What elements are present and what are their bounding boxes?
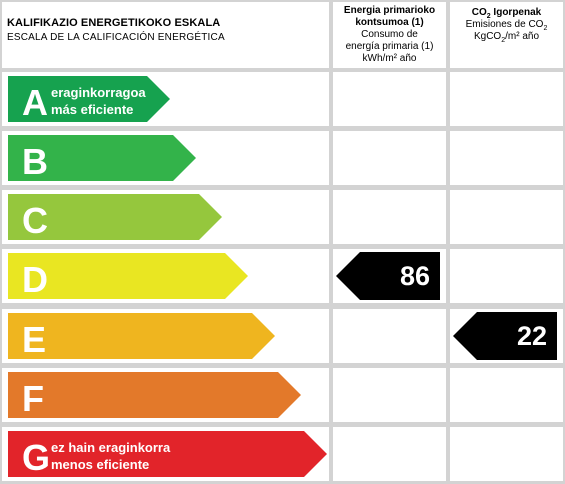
emissions-value: 22	[516, 321, 547, 351]
rating-caption-es: menos eficiente	[51, 457, 150, 472]
consumption-cell-e	[333, 309, 446, 363]
emissions-cell-b	[450, 131, 563, 185]
scale-title-panel: KALIFIKAZIO ENERGETIKOKO ESKALA ESCALA D…	[2, 2, 329, 68]
rating-letter-b: B	[22, 141, 48, 182]
consumption-header-eu-line2: kontsumoa (1)	[355, 17, 424, 28]
rating-arrow-d: D	[8, 253, 248, 299]
rating-row-b: B	[2, 131, 329, 185]
consumption-column-header: Energia primarioko kontsumoa (1) Consumo…	[333, 2, 446, 68]
emissions-cell-g	[450, 427, 563, 481]
rating-row-e: E	[2, 309, 329, 363]
consumption-header-es-line1: Consumo de	[361, 29, 418, 40]
rating-row-c: C	[2, 190, 329, 244]
rating-row-d: D	[2, 249, 329, 303]
consumption-cell-b	[333, 131, 446, 185]
rating-letter-a: A	[22, 82, 48, 123]
consumption-cell-c	[333, 190, 446, 244]
rating-letter-c: C	[22, 200, 48, 241]
rating-arrow-f: F	[8, 372, 301, 418]
consumption-cell-f	[333, 368, 446, 422]
rating-letter-d: D	[22, 259, 48, 300]
consumption-cell-a	[333, 72, 446, 126]
emissions-column-header: CO2 Igorpenak Emisiones de CO2 KgCO2/m² …	[450, 2, 563, 68]
rating-row-f: F	[2, 368, 329, 422]
rating-letter-f: F	[22, 378, 44, 419]
emissions-cell-e: 22	[450, 309, 563, 363]
emissions-header-eu: CO2 Igorpenak	[471, 7, 542, 20]
emissions-cell-c	[450, 190, 563, 244]
emissions-header-unit: KgCO2/m² año	[473, 31, 540, 44]
emissions-cell-a	[450, 72, 563, 126]
consumption-value: 86	[399, 261, 430, 291]
scale-title-eu: KALIFIKAZIO ENERGETIKOKO ESKALA	[7, 17, 221, 29]
rating-letter-e: E	[22, 319, 47, 360]
scale-title-es: ESCALA DE LA CALIFICACIÓN ENERGÉTICA	[7, 32, 225, 43]
rating-caption-eu: ez hain eraginkorra	[51, 440, 171, 455]
rating-caption-es: más eficiente	[51, 102, 134, 117]
emissions-cell-f	[450, 368, 563, 422]
rating-arrow-c: C	[8, 194, 222, 240]
emissions-header-es: Emisiones de CO2	[465, 19, 548, 32]
emissions-cell-d	[450, 249, 563, 303]
consumption-header-unit: kWh/m² año	[362, 53, 417, 64]
rating-caption-eu: eraginkorragoa	[51, 85, 146, 100]
consumption-cell-g	[333, 427, 446, 481]
consumption-marker: 86	[336, 252, 440, 300]
rating-arrow-e: E	[8, 313, 275, 359]
consumption-header-eu-line1: Energia primarioko	[343, 5, 436, 16]
consumption-cell-d: 86	[333, 249, 446, 303]
emissions-marker: 22	[453, 312, 557, 360]
rating-arrow-b: B	[8, 135, 196, 181]
consumption-header-es-line2: energía primaria (1)	[345, 41, 434, 52]
rating-letter-g: G	[22, 437, 51, 478]
